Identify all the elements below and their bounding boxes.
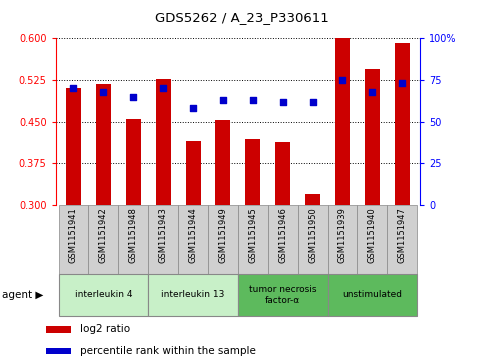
Bar: [58, 274, 148, 316]
Text: GSM1151946: GSM1151946: [278, 207, 287, 263]
Text: GSM1151950: GSM1151950: [308, 207, 317, 263]
Text: log2 ratio: log2 ratio: [80, 324, 130, 334]
Text: GSM1151940: GSM1151940: [368, 207, 377, 263]
Point: [219, 97, 227, 103]
Text: interleukin 13: interleukin 13: [161, 290, 225, 299]
Bar: [327, 274, 417, 316]
Point: [398, 80, 406, 86]
Bar: [148, 205, 178, 274]
Bar: [185, 141, 200, 205]
Bar: [88, 205, 118, 274]
Bar: [118, 205, 148, 274]
Bar: [66, 88, 81, 205]
Point: [159, 85, 167, 91]
Bar: [58, 205, 88, 274]
Bar: [327, 205, 357, 274]
Point: [70, 85, 77, 91]
Bar: [46, 348, 71, 354]
Text: tumor necrosis
factor-α: tumor necrosis factor-α: [249, 285, 316, 305]
Bar: [305, 194, 320, 205]
Bar: [96, 84, 111, 205]
Text: agent ▶: agent ▶: [2, 290, 44, 300]
Point: [249, 97, 256, 103]
Bar: [46, 326, 71, 333]
Text: GSM1151945: GSM1151945: [248, 207, 257, 263]
Text: interleukin 4: interleukin 4: [74, 290, 132, 299]
Bar: [395, 42, 410, 205]
Bar: [238, 274, 327, 316]
Point: [339, 77, 346, 83]
Bar: [126, 119, 141, 205]
Point: [189, 105, 197, 111]
Text: unstimulated: unstimulated: [342, 290, 402, 299]
Text: GSM1151941: GSM1151941: [69, 207, 78, 263]
Text: GSM1151942: GSM1151942: [99, 207, 108, 263]
Point: [129, 94, 137, 99]
Point: [369, 89, 376, 94]
Bar: [268, 205, 298, 274]
Bar: [148, 274, 238, 316]
Bar: [387, 205, 417, 274]
Bar: [335, 38, 350, 205]
Bar: [365, 69, 380, 205]
Text: GDS5262 / A_23_P330611: GDS5262 / A_23_P330611: [155, 11, 328, 24]
Text: percentile rank within the sample: percentile rank within the sample: [80, 346, 256, 356]
Bar: [208, 205, 238, 274]
Point: [99, 89, 107, 94]
Bar: [178, 205, 208, 274]
Bar: [238, 205, 268, 274]
Text: GSM1151947: GSM1151947: [398, 207, 407, 263]
Point: [279, 99, 286, 105]
Bar: [298, 205, 327, 274]
Text: GSM1151948: GSM1151948: [129, 207, 138, 263]
Text: GSM1151943: GSM1151943: [158, 207, 168, 263]
Bar: [215, 120, 230, 205]
Text: GSM1151939: GSM1151939: [338, 207, 347, 263]
Point: [309, 99, 316, 105]
Bar: [245, 139, 260, 205]
Text: GSM1151949: GSM1151949: [218, 207, 227, 263]
Text: GSM1151944: GSM1151944: [188, 207, 198, 263]
Bar: [156, 79, 170, 205]
Bar: [357, 205, 387, 274]
Bar: [275, 142, 290, 205]
